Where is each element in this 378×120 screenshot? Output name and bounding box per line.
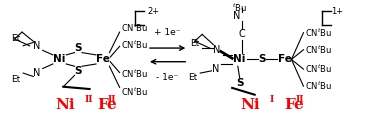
Text: II: II xyxy=(296,95,304,104)
Text: CN$^t$Bu: CN$^t$Bu xyxy=(305,80,332,92)
Text: S: S xyxy=(74,66,82,76)
Text: Fe: Fe xyxy=(285,98,304,112)
Text: $^t$Bu: $^t$Bu xyxy=(232,2,247,14)
Text: CN$^t$Bu: CN$^t$Bu xyxy=(305,63,332,75)
Text: N: N xyxy=(214,45,221,55)
Text: Et: Et xyxy=(11,75,20,84)
Text: S: S xyxy=(236,78,243,88)
Text: CN$^t$Bu: CN$^t$Bu xyxy=(121,21,149,34)
Text: N: N xyxy=(33,68,41,78)
Text: CN$^t$Bu: CN$^t$Bu xyxy=(121,39,149,51)
Text: Fe: Fe xyxy=(97,98,117,112)
Text: S: S xyxy=(74,43,82,53)
Text: Fe: Fe xyxy=(96,54,110,64)
Text: Et: Et xyxy=(188,73,197,82)
Text: Et: Et xyxy=(190,39,199,48)
Text: Ni: Ni xyxy=(241,98,260,112)
Text: N: N xyxy=(33,41,41,51)
Text: 2+: 2+ xyxy=(148,7,160,16)
Text: CN$^t$Bu: CN$^t$Bu xyxy=(121,86,149,98)
Text: S: S xyxy=(259,54,266,64)
Text: II: II xyxy=(85,95,93,104)
Text: Ni: Ni xyxy=(53,54,66,64)
Text: CN$^t$Bu: CN$^t$Bu xyxy=(121,67,149,80)
Text: I: I xyxy=(269,95,274,104)
Text: Et: Et xyxy=(11,34,20,43)
Text: CN$^t$Bu: CN$^t$Bu xyxy=(305,27,332,39)
Text: N: N xyxy=(233,11,241,21)
Text: Fe: Fe xyxy=(278,54,291,64)
Text: C: C xyxy=(238,29,245,39)
Text: 1+: 1+ xyxy=(332,7,344,16)
Text: CN$^t$Bu: CN$^t$Bu xyxy=(305,44,332,56)
Text: + 1e⁻: + 1e⁻ xyxy=(154,28,181,37)
Text: II: II xyxy=(108,95,116,104)
Text: N: N xyxy=(212,64,219,74)
Text: - 1e⁻: - 1e⁻ xyxy=(156,73,179,82)
Text: Ni: Ni xyxy=(234,54,246,64)
Text: Ni: Ni xyxy=(55,98,74,112)
